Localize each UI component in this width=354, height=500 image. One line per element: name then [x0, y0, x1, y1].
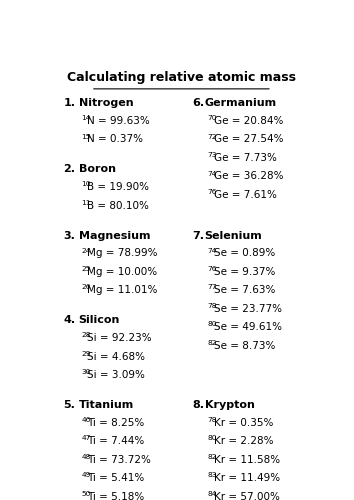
Text: Mg = 10.00%: Mg = 10.00% — [87, 267, 158, 277]
Text: Ti = 73.72%: Ti = 73.72% — [87, 454, 151, 464]
Text: Selenium: Selenium — [205, 230, 263, 240]
Text: 82: 82 — [207, 454, 217, 460]
Text: 10: 10 — [81, 182, 91, 188]
Text: Ge = 36.28%: Ge = 36.28% — [213, 172, 283, 181]
Text: Kr = 11.49%: Kr = 11.49% — [213, 473, 280, 483]
Text: 80: 80 — [207, 322, 217, 328]
Text: 7.: 7. — [193, 230, 204, 240]
Text: Boron: Boron — [79, 164, 115, 174]
Text: Ge = 20.84%: Ge = 20.84% — [213, 116, 283, 126]
Text: Si = 3.09%: Si = 3.09% — [87, 370, 145, 380]
Text: 78: 78 — [207, 303, 217, 309]
Text: 72: 72 — [207, 134, 217, 140]
Text: Ti = 8.25%: Ti = 8.25% — [87, 418, 144, 428]
Text: Silicon: Silicon — [79, 316, 120, 326]
Text: N = 0.37%: N = 0.37% — [87, 134, 143, 144]
Text: Kr = 2.28%: Kr = 2.28% — [213, 436, 273, 446]
Text: 76: 76 — [207, 189, 217, 195]
Text: 48: 48 — [81, 454, 91, 460]
Text: 80: 80 — [207, 436, 217, 442]
Text: Se = 49.61%: Se = 49.61% — [213, 322, 281, 332]
Text: 49: 49 — [81, 472, 91, 478]
Text: 1.: 1. — [63, 98, 75, 108]
Text: 50: 50 — [81, 491, 91, 497]
Text: 70: 70 — [207, 115, 217, 121]
Text: 2.: 2. — [63, 164, 75, 174]
Text: Ti = 7.44%: Ti = 7.44% — [87, 436, 144, 446]
Text: 26: 26 — [81, 284, 91, 290]
Text: 15: 15 — [81, 134, 91, 140]
Text: Ti = 5.18%: Ti = 5.18% — [87, 492, 144, 500]
Text: Nitrogen: Nitrogen — [79, 98, 133, 108]
Text: 74: 74 — [207, 248, 217, 254]
Text: 3.: 3. — [63, 230, 75, 240]
Text: Se = 0.89%: Se = 0.89% — [213, 248, 275, 258]
Text: Se = 8.73%: Se = 8.73% — [213, 341, 275, 351]
Text: Se = 7.63%: Se = 7.63% — [213, 286, 275, 296]
Text: 11: 11 — [81, 200, 91, 206]
Text: 25: 25 — [81, 266, 91, 272]
Text: N = 99.63%: N = 99.63% — [87, 116, 150, 126]
Text: Germanium: Germanium — [205, 98, 277, 108]
Text: Se = 9.37%: Se = 9.37% — [213, 267, 275, 277]
Text: Ge = 7.73%: Ge = 7.73% — [213, 153, 276, 163]
Text: Krypton: Krypton — [205, 400, 255, 410]
Text: 29: 29 — [81, 350, 91, 356]
Text: 47: 47 — [81, 436, 91, 442]
Text: 5.: 5. — [63, 400, 75, 410]
Text: Mg = 78.99%: Mg = 78.99% — [87, 248, 158, 258]
Text: Si = 92.23%: Si = 92.23% — [87, 333, 152, 343]
Text: 6.: 6. — [193, 98, 205, 108]
Text: Kr = 57.00%: Kr = 57.00% — [213, 492, 279, 500]
Text: 14: 14 — [81, 115, 91, 121]
Text: Ge = 7.61%: Ge = 7.61% — [213, 190, 276, 200]
Text: Ti = 5.41%: Ti = 5.41% — [87, 473, 144, 483]
Text: 76: 76 — [207, 266, 217, 272]
Text: 82: 82 — [207, 340, 217, 346]
Text: Magnesium: Magnesium — [79, 230, 150, 240]
Text: B = 80.10%: B = 80.10% — [87, 200, 149, 210]
Text: Ge = 27.54%: Ge = 27.54% — [213, 134, 283, 144]
Text: Mg = 11.01%: Mg = 11.01% — [87, 286, 158, 296]
Text: B = 19.90%: B = 19.90% — [87, 182, 149, 192]
Text: 30: 30 — [81, 369, 91, 375]
Text: 78: 78 — [207, 417, 217, 423]
Text: Se = 23.77%: Se = 23.77% — [213, 304, 281, 314]
Text: Si = 4.68%: Si = 4.68% — [87, 352, 145, 362]
Text: Kr = 0.35%: Kr = 0.35% — [213, 418, 273, 428]
Text: 84: 84 — [207, 491, 217, 497]
Text: 24: 24 — [81, 248, 91, 254]
Text: 46: 46 — [81, 417, 91, 423]
Text: 74: 74 — [207, 170, 217, 176]
Text: 4.: 4. — [63, 316, 76, 326]
Text: 73: 73 — [207, 152, 217, 158]
Text: Titanium: Titanium — [79, 400, 134, 410]
Text: 77: 77 — [207, 284, 217, 290]
Text: 8.: 8. — [193, 400, 204, 410]
Text: Calculating relative atomic mass: Calculating relative atomic mass — [67, 71, 296, 84]
Text: Kr = 11.58%: Kr = 11.58% — [213, 454, 280, 464]
Text: 83: 83 — [207, 472, 217, 478]
Text: 28: 28 — [81, 332, 91, 338]
